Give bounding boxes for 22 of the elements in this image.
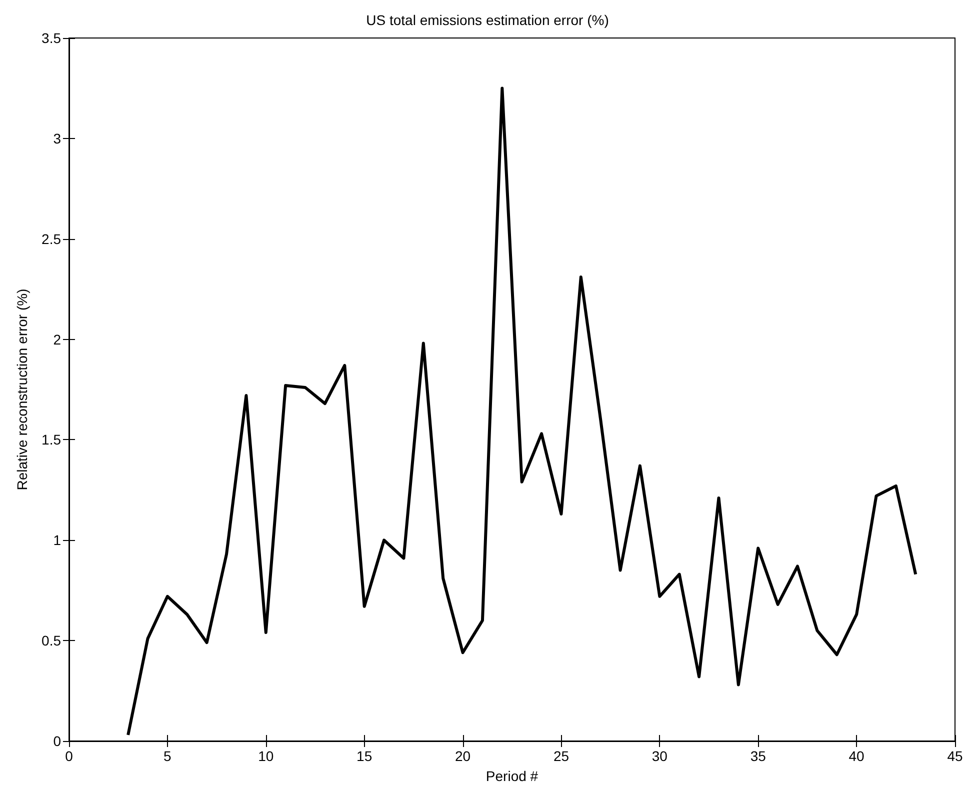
- x-tick-label: 15: [356, 748, 372, 764]
- y-axis-title: Relative reconstruction error (%): [14, 288, 30, 490]
- chart-title: US total emissions estimation error (%): [366, 12, 609, 28]
- y-tick-label: 1.5: [42, 432, 62, 448]
- y-tick-label: 3.5: [42, 30, 62, 46]
- y-tick-label: 2: [53, 331, 62, 348]
- x-tick-label: 5: [164, 748, 172, 764]
- line-series: [126, 86, 918, 736]
- x-tick-label: 40: [848, 748, 865, 764]
- x-tick-label: 45: [947, 748, 963, 764]
- x-tick-label: 35: [750, 748, 766, 764]
- y-tick-label: 2.5: [42, 230, 62, 247]
- y-tick-label: 1: [53, 532, 62, 548]
- x-tick-label: 0: [65, 748, 74, 764]
- x-tick-label: 25: [553, 748, 570, 764]
- y-tick-label: 0.5: [42, 632, 62, 649]
- x-tick-label: 30: [652, 748, 668, 764]
- x-tick-label: 10: [258, 748, 274, 764]
- y-tick-label: 3: [53, 130, 62, 146]
- x-tick-label: 20: [454, 748, 471, 764]
- y-tick-label: 0: [53, 733, 62, 749]
- x-axis-title: Period #: [486, 768, 538, 784]
